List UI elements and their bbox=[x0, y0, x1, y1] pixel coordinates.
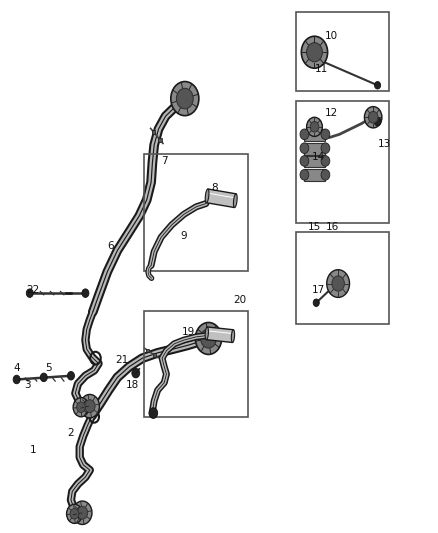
Circle shape bbox=[332, 276, 344, 291]
Circle shape bbox=[321, 143, 330, 154]
Circle shape bbox=[364, 107, 382, 128]
Circle shape bbox=[301, 36, 328, 68]
Text: 16: 16 bbox=[325, 222, 339, 231]
Text: 13: 13 bbox=[378, 139, 391, 149]
Bar bbox=[304, 156, 325, 167]
Text: 10: 10 bbox=[325, 31, 338, 41]
Circle shape bbox=[374, 117, 381, 126]
Circle shape bbox=[313, 299, 319, 306]
Circle shape bbox=[300, 143, 309, 154]
Text: 20: 20 bbox=[233, 295, 247, 304]
Text: 18: 18 bbox=[126, 380, 139, 390]
Text: 5: 5 bbox=[45, 363, 52, 373]
Text: 14: 14 bbox=[312, 152, 325, 162]
Circle shape bbox=[300, 156, 309, 166]
Ellipse shape bbox=[233, 194, 237, 207]
Circle shape bbox=[171, 82, 199, 116]
Circle shape bbox=[80, 394, 99, 418]
Text: 6: 6 bbox=[107, 241, 114, 251]
Text: 22: 22 bbox=[26, 286, 39, 295]
Bar bbox=[146, 349, 149, 352]
Bar bbox=[296, 12, 389, 91]
Polygon shape bbox=[206, 189, 236, 207]
Circle shape bbox=[321, 156, 330, 166]
Circle shape bbox=[77, 506, 88, 519]
Circle shape bbox=[70, 508, 79, 519]
Ellipse shape bbox=[205, 189, 209, 203]
Ellipse shape bbox=[205, 327, 208, 340]
Circle shape bbox=[132, 368, 140, 378]
Circle shape bbox=[310, 122, 319, 132]
Circle shape bbox=[321, 129, 330, 140]
Circle shape bbox=[195, 322, 222, 354]
Circle shape bbox=[85, 400, 95, 413]
Circle shape bbox=[26, 289, 33, 297]
Text: 3: 3 bbox=[24, 380, 31, 390]
Bar bbox=[144, 154, 248, 271]
Text: 8: 8 bbox=[211, 183, 218, 192]
Ellipse shape bbox=[231, 330, 235, 343]
Bar bbox=[153, 353, 156, 357]
Text: 19: 19 bbox=[182, 327, 195, 336]
Circle shape bbox=[77, 402, 85, 413]
Circle shape bbox=[40, 373, 47, 382]
Text: 17: 17 bbox=[312, 285, 325, 295]
Bar bbox=[304, 169, 325, 181]
Bar bbox=[152, 130, 155, 134]
Bar bbox=[304, 143, 325, 155]
Circle shape bbox=[82, 289, 89, 297]
Circle shape bbox=[374, 82, 381, 89]
Text: 2: 2 bbox=[67, 428, 74, 438]
Text: 4: 4 bbox=[13, 363, 20, 373]
Text: 11: 11 bbox=[315, 64, 328, 74]
Circle shape bbox=[300, 169, 309, 180]
Circle shape bbox=[201, 329, 216, 348]
Text: 12: 12 bbox=[325, 108, 338, 118]
Circle shape bbox=[13, 375, 20, 384]
Circle shape bbox=[177, 88, 193, 109]
Bar bbox=[304, 129, 325, 141]
Polygon shape bbox=[206, 327, 233, 343]
Circle shape bbox=[307, 43, 322, 62]
Bar bbox=[158, 138, 162, 142]
Circle shape bbox=[327, 270, 350, 297]
Circle shape bbox=[321, 169, 330, 180]
Bar bbox=[296, 101, 389, 223]
Text: 21: 21 bbox=[115, 355, 128, 365]
Circle shape bbox=[73, 501, 92, 524]
Text: 15: 15 bbox=[308, 222, 321, 231]
Text: 9: 9 bbox=[180, 231, 187, 240]
Circle shape bbox=[67, 372, 74, 380]
Circle shape bbox=[368, 111, 378, 123]
Text: 7: 7 bbox=[161, 156, 168, 166]
Bar bbox=[144, 311, 248, 417]
Bar bbox=[296, 232, 389, 324]
Circle shape bbox=[149, 408, 158, 418]
Circle shape bbox=[300, 129, 309, 140]
Text: 1: 1 bbox=[29, 446, 36, 455]
Circle shape bbox=[307, 117, 322, 136]
Circle shape bbox=[73, 398, 89, 417]
Circle shape bbox=[67, 504, 82, 523]
